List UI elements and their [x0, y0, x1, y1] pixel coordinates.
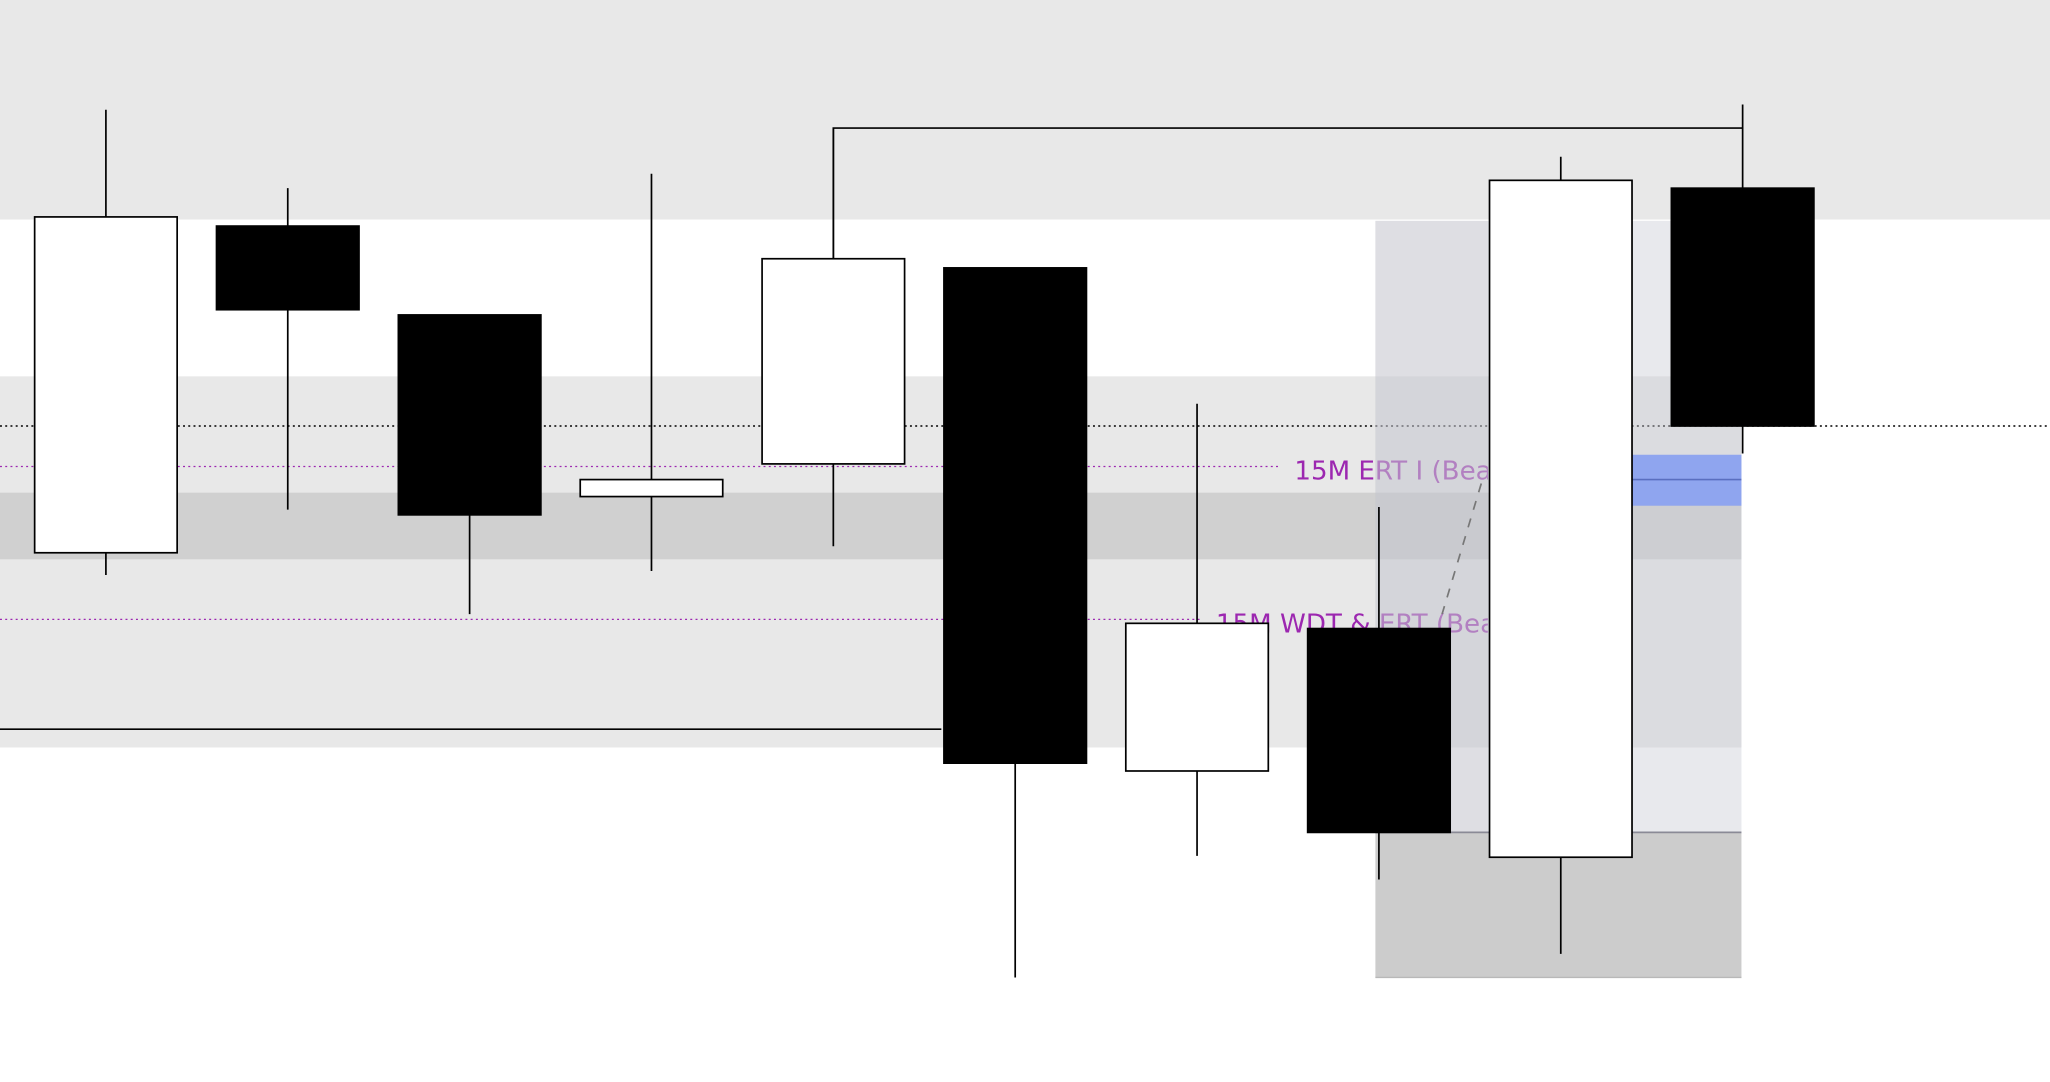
- candle-body-bearish: [1306, 627, 1452, 834]
- top-zone: [0, 0, 2050, 220]
- candle-body-bullish: [761, 257, 906, 465]
- candle-body-bearish: [215, 225, 360, 311]
- candle-body-bullish: [1488, 179, 1633, 859]
- candle-body-bullish: [579, 478, 724, 498]
- dashed-connector: [1441, 483, 1483, 615]
- candle-body-bearish: [1670, 187, 1815, 427]
- candle-body-bearish: [397, 314, 542, 516]
- candles-layer: [33, 104, 1815, 978]
- inner-zone: [0, 492, 1742, 560]
- candle-body-bullish: [33, 216, 179, 554]
- candle-body-bearish: [943, 267, 1088, 764]
- candle-body-bullish: [1124, 622, 1270, 772]
- level-label-ert: 15M ERT I (Bea: [1294, 457, 1491, 487]
